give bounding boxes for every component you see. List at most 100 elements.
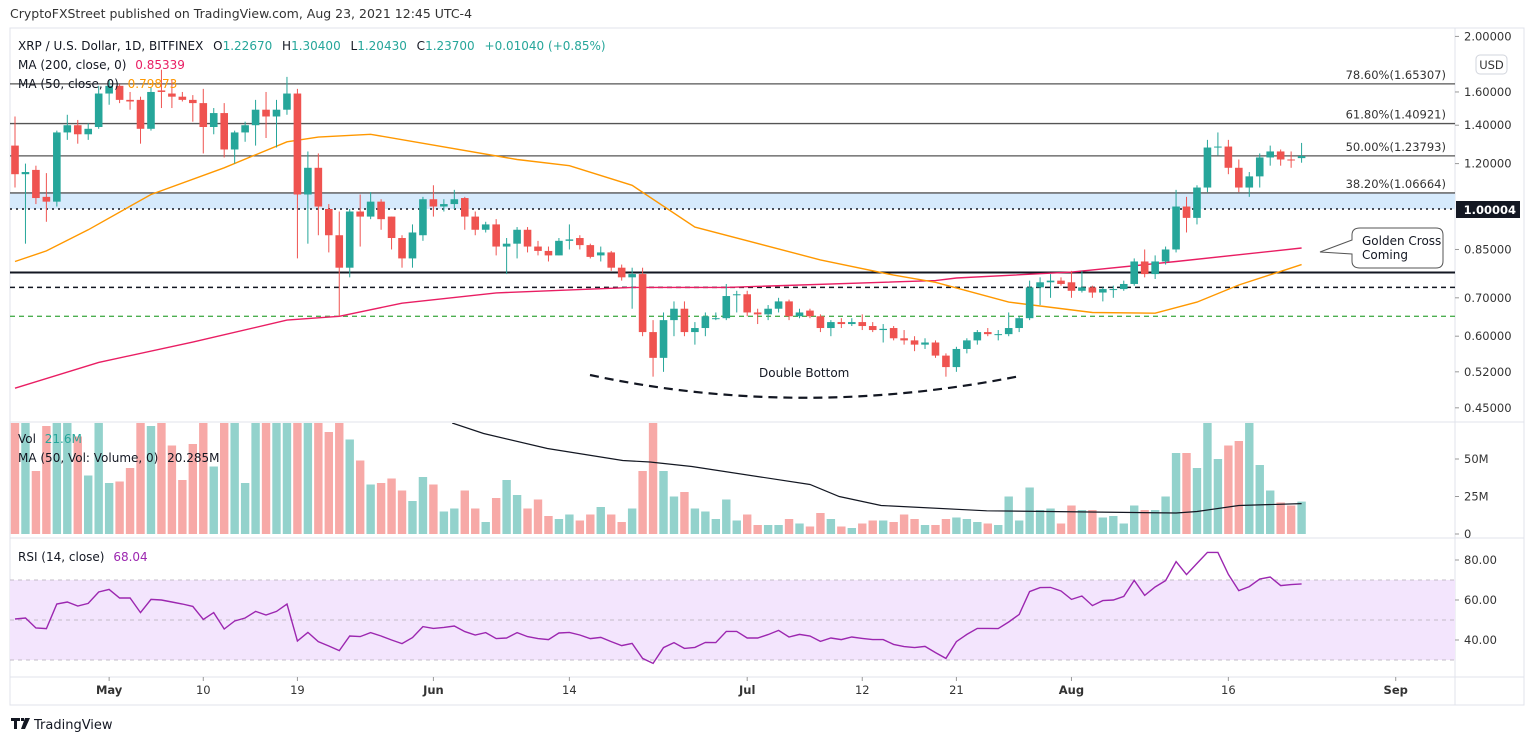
rsi-legend[interactable]: RSI (14, close) 68.04 [18, 550, 148, 564]
tradingview-logo[interactable]: TradingView [11, 718, 113, 733]
vol-ma-legend[interactable]: MA (50, Vol: Volume, 0) 20.285M [18, 451, 220, 465]
volume-bar [1109, 516, 1118, 534]
candle [126, 91, 134, 110]
volume-bar [910, 519, 919, 534]
candle [440, 199, 448, 212]
candle [827, 320, 835, 337]
close-label: C [417, 39, 425, 53]
candle-body [868, 326, 877, 331]
candle [115, 84, 124, 104]
double-bottom-annotation[interactable]: Double Bottom [589, 366, 1021, 399]
golden-cross-callout[interactable]: Golden Cross Coming [1319, 227, 1444, 269]
time-tick-label: 16 [1221, 683, 1236, 697]
candle [942, 353, 950, 377]
candle [910, 336, 919, 352]
volume-tick-label: 50M [1464, 452, 1489, 466]
candle [11, 116, 19, 188]
currency-button[interactable]: USD [1475, 54, 1508, 75]
candle-body [774, 301, 783, 309]
volume-bar [94, 423, 103, 534]
volume-bar [1119, 523, 1128, 534]
candle-body [983, 332, 992, 335]
candle [209, 108, 218, 135]
double-bottom-curve[interactable] [589, 373, 1021, 399]
volume-bar [230, 423, 239, 534]
candle-body [335, 235, 344, 268]
candle-body [649, 332, 657, 358]
candle [492, 219, 500, 256]
volume-bar [52, 423, 62, 534]
price-tick-label: 0.60000 [1464, 329, 1512, 343]
volume-bar [1182, 453, 1191, 534]
price-pane[interactable] [10, 69, 1455, 389]
volume-bar [701, 511, 710, 534]
candle-body [1172, 206, 1180, 250]
candle [1078, 270, 1086, 293]
candle [900, 330, 908, 345]
volume-bar [491, 498, 501, 534]
candle [1140, 249, 1149, 278]
candle-body [743, 294, 751, 313]
candle-body [534, 246, 542, 251]
time-tick-label: Sep [1384, 683, 1408, 697]
candle-body [492, 224, 500, 247]
candle [220, 103, 228, 158]
candle-body [11, 145, 19, 175]
double-bottom-label: Double Bottom [759, 366, 849, 380]
symbol-info[interactable]: XRP / U.S. Dollar, 1D, BITFINEX O1.22670… [18, 39, 606, 53]
candle-body [1297, 156, 1306, 159]
publish-info: CryptoFXStreet published on TradingView.… [10, 6, 472, 21]
candle [450, 189, 459, 209]
candle-body [115, 85, 124, 100]
rsi-value: 68.04 [113, 550, 147, 564]
candle [743, 290, 751, 317]
candle [147, 87, 155, 131]
candle [973, 330, 982, 345]
candle [356, 194, 364, 247]
candle [628, 267, 636, 309]
candle-body [1046, 280, 1055, 283]
candle [1025, 280, 1034, 321]
candle-body [32, 169, 40, 199]
time-tick-label: 14 [562, 683, 577, 697]
candle-body [1161, 249, 1170, 262]
volume-bar [1130, 505, 1139, 534]
candle-body [1151, 261, 1159, 275]
candle-body [1109, 289, 1118, 291]
candle-body [816, 316, 825, 329]
volume-bar [188, 444, 198, 534]
candle [251, 99, 260, 146]
candle [94, 85, 103, 129]
volume-bar [586, 514, 595, 534]
candle-body [555, 240, 563, 256]
ma50-label: MA (50, close, 0) [18, 77, 119, 91]
volume-bar [1297, 501, 1306, 534]
candle-body [1182, 206, 1191, 218]
volume-bar [899, 514, 909, 534]
candle [283, 76, 291, 115]
candle [502, 238, 511, 275]
volume-bar [732, 520, 741, 534]
volume-bar [878, 520, 888, 534]
volume-pane[interactable] [10, 309, 1306, 534]
volume-bar [931, 525, 940, 534]
candle-body [910, 340, 919, 345]
candle [1057, 277, 1065, 286]
volume-bar [941, 519, 951, 534]
ma200-legend[interactable]: MA (200, close, 0) 0.85339 [18, 58, 185, 72]
rsi-pane[interactable] [10, 551, 1455, 665]
volume-bar [826, 519, 836, 534]
volume-bar [21, 423, 30, 534]
volume-bar [439, 511, 449, 534]
candle [1151, 255, 1159, 279]
volume-bar [1266, 490, 1275, 534]
volume-bar [596, 507, 605, 534]
volume-bar [763, 525, 773, 534]
volume-bar [805, 526, 815, 534]
volume-bar [617, 522, 626, 534]
ma50-legend[interactable]: MA (50, close, 0) 0.79873 [18, 77, 177, 91]
candle-body [1067, 282, 1076, 291]
vol-legend[interactable]: Vol 21.6M [18, 432, 82, 446]
volume-bar [293, 423, 302, 534]
